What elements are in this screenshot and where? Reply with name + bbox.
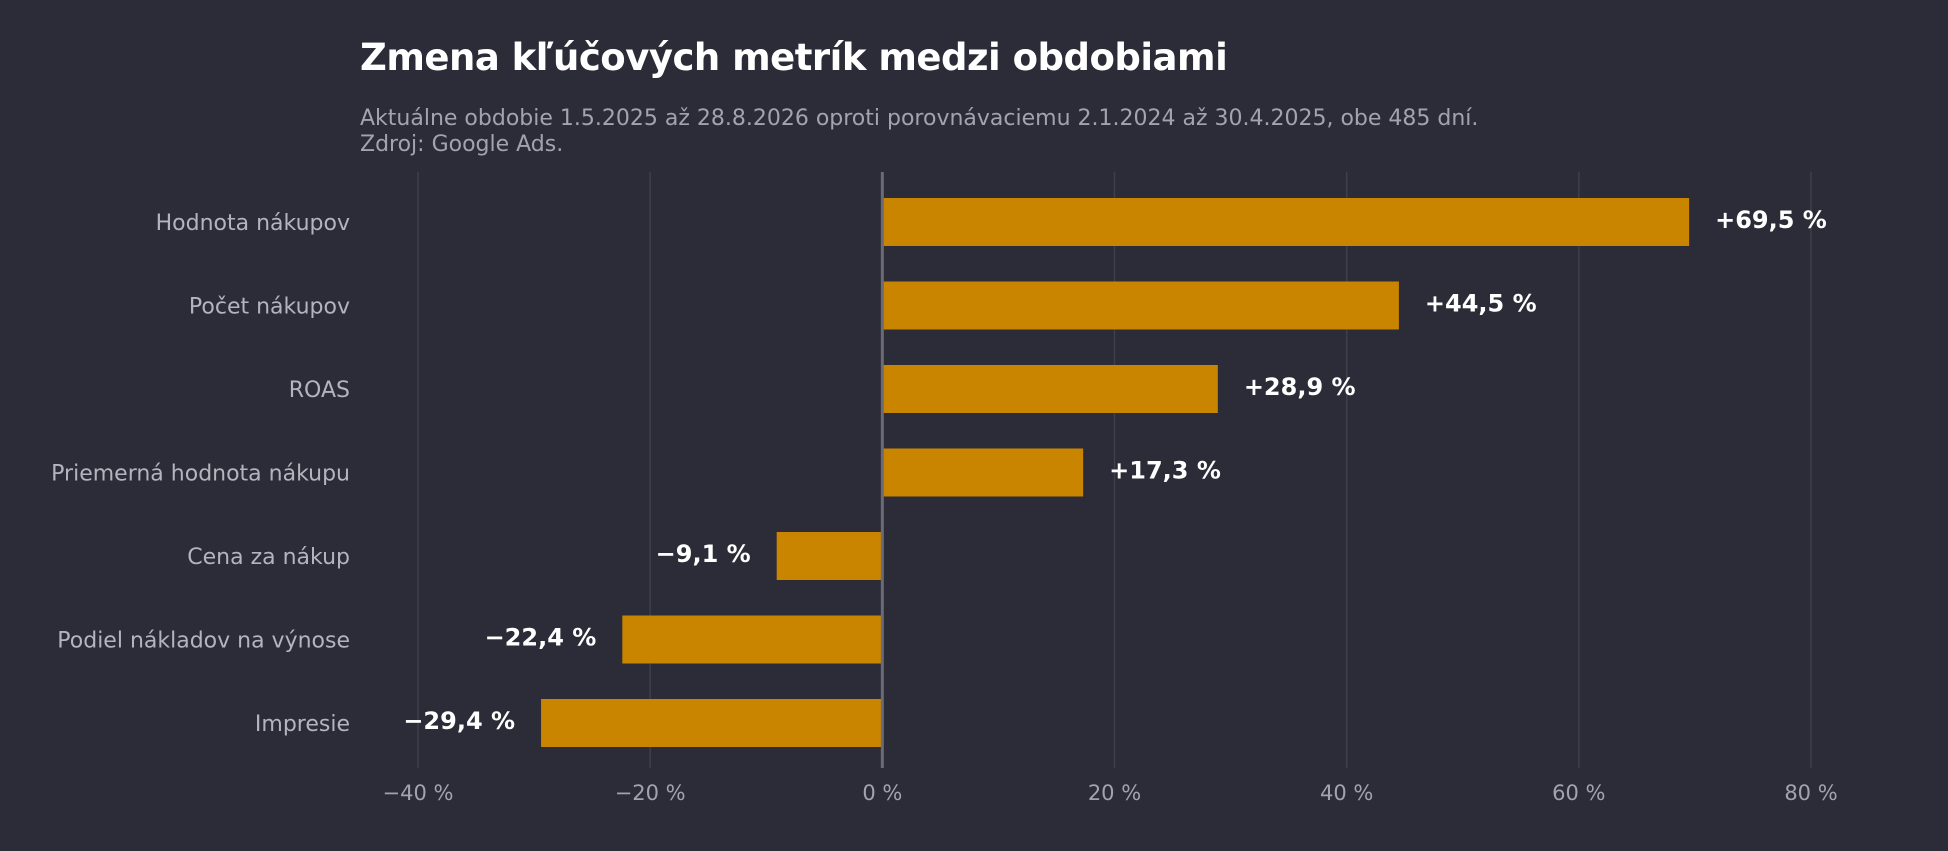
bars	[541, 198, 1690, 747]
bar	[882, 448, 1084, 497]
x-tick-label: −40 %	[383, 781, 454, 805]
category-label: Priemerná hodnota nákupu	[51, 462, 350, 487]
bar	[622, 615, 883, 664]
value-label: −29,4 %	[403, 707, 515, 735]
subtitle-line-1: Aktuálne obdobie 1.5.2025 až 28.8.2026 o…	[360, 106, 1479, 131]
grid-lines	[417, 172, 1812, 768]
bar	[541, 699, 883, 747]
subtitle-line-2: Zdroj: Google Ads.	[360, 132, 564, 157]
x-tick-label: 0 %	[862, 781, 902, 805]
chart-subtitle: Aktuálne obdobie 1.5.2025 až 28.8.2026 o…	[360, 106, 1478, 158]
labels: −40 % −20 % 0 % 20 % 40 % 60 % 80 % Hodnota nák…	[51, 206, 1838, 805]
category-label: Cena za nákup	[187, 545, 350, 570]
category-label: Počet nákupov	[189, 295, 350, 320]
x-tick-label: −20 %	[615, 781, 686, 805]
value-label: −22,4 %	[485, 624, 597, 652]
x-tick-label: 60 %	[1552, 781, 1605, 805]
category-label: Podiel nákladov na výnose	[57, 629, 350, 654]
category-label: Impresie	[255, 712, 350, 737]
category-label: Hodnota nákupov	[156, 211, 350, 236]
value-label: +44,5 %	[1425, 290, 1537, 318]
x-tick-label: 20 %	[1088, 781, 1141, 805]
value-label: +28,9 %	[1244, 373, 1356, 401]
bar	[882, 365, 1218, 413]
bar	[882, 198, 1690, 246]
category-label: ROAS	[289, 378, 350, 403]
value-label: +17,3 %	[1109, 457, 1221, 485]
x-tick-label: 40 %	[1320, 781, 1373, 805]
chart-title: Zmena kľúčových metrík medzi obdobiami	[360, 36, 1228, 79]
x-tick-label: 80 %	[1784, 781, 1837, 805]
bar	[882, 281, 1399, 330]
value-label: −9,1 %	[656, 540, 751, 568]
bar	[776, 532, 883, 580]
value-label: +69,5 %	[1715, 206, 1827, 234]
